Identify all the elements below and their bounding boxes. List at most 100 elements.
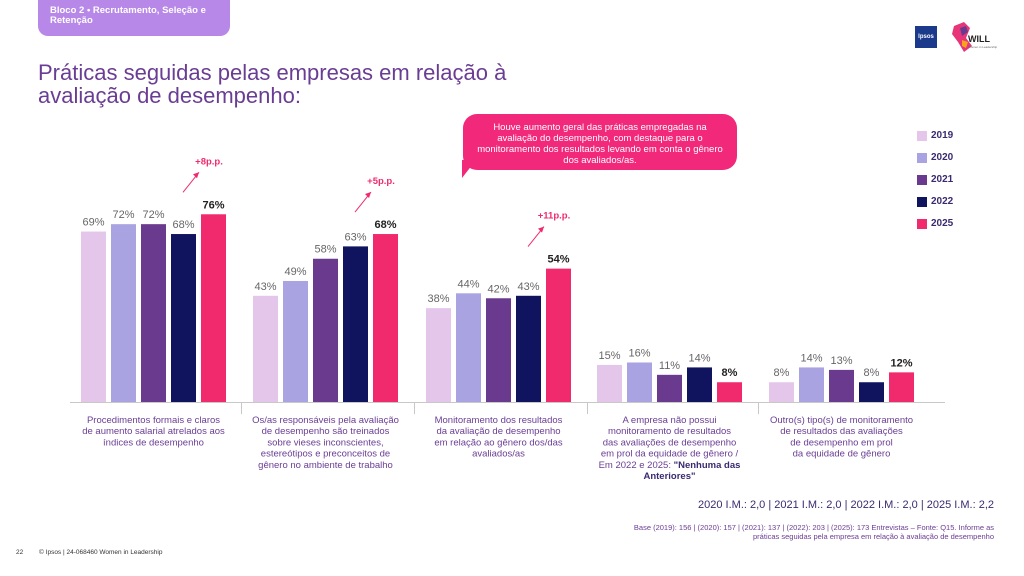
bar bbox=[373, 234, 398, 402]
category-label: estereótipos e preconceitos de bbox=[261, 449, 390, 460]
data-label: 14% bbox=[688, 352, 710, 364]
footer: 22 © Ipsos | 24-068460 Women in Leadersh… bbox=[16, 549, 162, 556]
data-label: 15% bbox=[598, 350, 620, 362]
data-label: 8% bbox=[722, 367, 738, 379]
ipsos-logo: Ipsos bbox=[915, 26, 937, 48]
legend-item-2022: 2022 bbox=[917, 196, 1017, 210]
data-label: 13% bbox=[830, 355, 852, 367]
category-label: A empresa não possui bbox=[622, 415, 716, 426]
callout-bubble: Houve aumento geral das práticas emprega… bbox=[463, 114, 737, 170]
category-label: Os/as responsáveis pela avaliação bbox=[252, 415, 399, 426]
copyright: © Ipsos | 24-068460 Women in Leadership bbox=[39, 549, 163, 556]
data-label: 8% bbox=[864, 367, 880, 379]
data-label: 72% bbox=[112, 209, 134, 221]
legend-swatch bbox=[917, 197, 927, 207]
page-number: 22 bbox=[16, 549, 24, 556]
bar bbox=[799, 367, 824, 402]
bar bbox=[111, 224, 136, 402]
base-note: Base (2019): 156 | (2020): 157 | (2021):… bbox=[633, 523, 994, 541]
category-label-part: Em 2022 e 2025: bbox=[599, 460, 674, 471]
change-arrowhead bbox=[365, 192, 371, 199]
data-label: 16% bbox=[628, 347, 650, 359]
data-label: 8% bbox=[774, 367, 790, 379]
data-label: 72% bbox=[142, 209, 164, 221]
page-title: Práticas seguidas pelas empresas em rela… bbox=[38, 60, 507, 108]
legend-item-2021: 2021 bbox=[917, 174, 1017, 188]
category-label: gênero no ambiente de trabalho bbox=[258, 460, 393, 471]
category-label: Em 2022 e 2025: "Nenhuma das bbox=[599, 460, 741, 471]
bar bbox=[859, 382, 884, 402]
category-label: da equidade de gênero bbox=[793, 449, 891, 460]
category-label: Anteriores" bbox=[643, 471, 695, 482]
legend-label: 2021 bbox=[931, 174, 954, 185]
legend-item-2025: 2025 bbox=[917, 218, 1017, 232]
data-label: 38% bbox=[427, 293, 449, 305]
legend-swatch bbox=[917, 153, 927, 163]
bar bbox=[283, 280, 308, 402]
data-label: 43% bbox=[517, 281, 539, 293]
data-label: 68% bbox=[172, 219, 194, 231]
category-label: sobre vieses inconscientes, bbox=[267, 437, 383, 448]
category-label: das avaliações de desempenho bbox=[603, 437, 737, 448]
bar bbox=[657, 374, 682, 402]
will-logo-subtitle: Women in Leadership bbox=[968, 45, 998, 49]
bar bbox=[343, 246, 368, 402]
data-label: 76% bbox=[202, 199, 224, 211]
bar bbox=[546, 268, 571, 402]
category-label: em prol da equidade de gênero / bbox=[601, 449, 739, 460]
category-label: Monitoramento dos resultados bbox=[435, 415, 563, 426]
legend-label: 2022 bbox=[931, 196, 954, 207]
data-label: 11% bbox=[659, 360, 680, 372]
change-label: +11p.p. bbox=[538, 211, 570, 222]
bar bbox=[141, 224, 166, 402]
legend-item-2020: 2020 bbox=[917, 152, 1017, 166]
bar bbox=[597, 364, 622, 402]
bar bbox=[253, 295, 278, 402]
data-label: 43% bbox=[254, 281, 276, 293]
data-label: 49% bbox=[284, 266, 306, 278]
legend-label: 2019 bbox=[931, 130, 954, 141]
change-label: +5p.p. bbox=[367, 176, 395, 187]
legend-swatch bbox=[917, 131, 927, 141]
data-label: 42% bbox=[487, 283, 509, 295]
im-line: 2020 I.M.: 2,0 | 2021 I.M.: 2,0 | 2022 I… bbox=[698, 499, 994, 511]
bar bbox=[687, 367, 712, 402]
bar bbox=[426, 308, 451, 402]
category-label-emphasis: "Nenhuma das bbox=[674, 460, 741, 471]
category-label: em relação ao gênero dos/das bbox=[434, 437, 563, 448]
legend-swatch bbox=[917, 219, 927, 229]
data-label: 14% bbox=[800, 352, 822, 364]
category-label: de aumento salarial atrelados aos bbox=[82, 426, 225, 437]
bar bbox=[627, 362, 652, 402]
will-logo: WILL Women in Leadership bbox=[950, 20, 1004, 56]
bar bbox=[769, 382, 794, 402]
category-label: índices de desempenho bbox=[103, 437, 204, 448]
data-label: 54% bbox=[547, 254, 569, 266]
bar bbox=[201, 214, 226, 402]
category-label: de desempenho em prol bbox=[790, 437, 892, 448]
data-label: 58% bbox=[314, 244, 336, 256]
legend-label: 2020 bbox=[931, 152, 954, 163]
category-label: monitoramento de resultados bbox=[608, 426, 731, 437]
category-label: Procedimentos formais e claros bbox=[87, 415, 220, 426]
callout-tail bbox=[462, 160, 476, 178]
bar bbox=[889, 372, 914, 402]
legend-swatch bbox=[917, 175, 927, 185]
bar bbox=[313, 258, 338, 402]
change-arrowhead bbox=[193, 172, 199, 179]
bar bbox=[171, 234, 196, 402]
category-label: de desempenho são treinados bbox=[262, 426, 390, 437]
bar bbox=[829, 369, 854, 402]
data-label: 44% bbox=[457, 278, 479, 290]
data-label: 68% bbox=[374, 219, 396, 231]
bar bbox=[717, 382, 742, 402]
will-logo-text: WILL bbox=[968, 34, 990, 44]
data-label: 12% bbox=[890, 357, 912, 369]
data-label: 63% bbox=[344, 231, 366, 243]
category-label: avaliados/as bbox=[472, 449, 525, 460]
bar bbox=[516, 295, 541, 402]
change-arrowhead bbox=[538, 226, 544, 233]
category-label: da avaliação de desempenho bbox=[436, 426, 560, 437]
bar bbox=[456, 293, 481, 402]
